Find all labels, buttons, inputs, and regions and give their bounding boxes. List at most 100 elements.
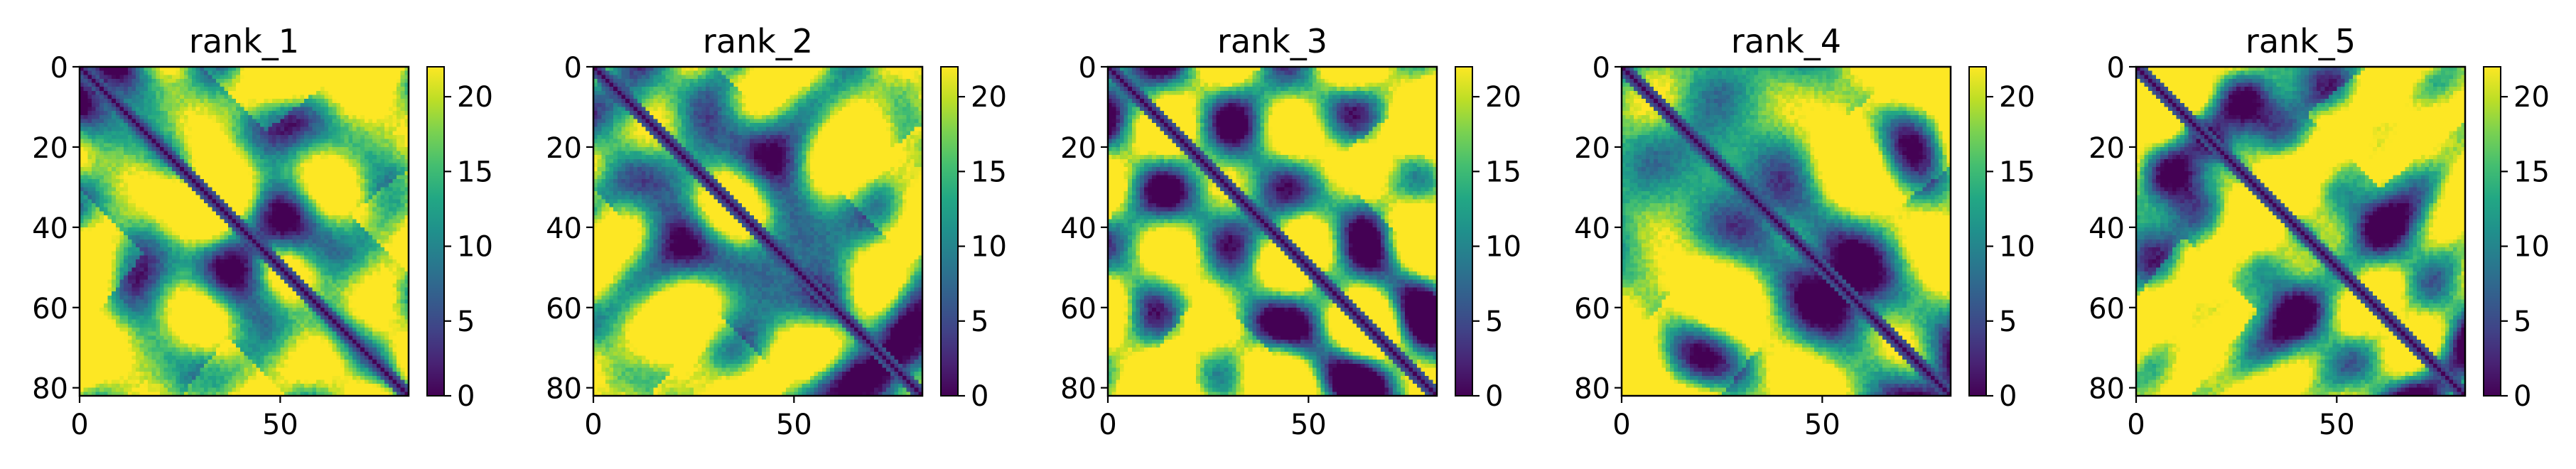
heatmap-cell bbox=[131, 215, 136, 220]
heatmap-cell bbox=[320, 207, 325, 212]
heatmap-cell bbox=[272, 255, 277, 260]
heatmap-cell bbox=[268, 95, 273, 99]
heatmap-cell bbox=[328, 75, 333, 80]
heatmap-cell bbox=[87, 126, 92, 131]
heatmap-cell bbox=[215, 295, 221, 301]
heatmap-cell bbox=[115, 99, 121, 104]
heatmap-cell bbox=[328, 151, 333, 156]
heatmap-cell bbox=[244, 203, 249, 208]
heatmap-cell bbox=[171, 139, 177, 144]
heatmap-cell bbox=[236, 70, 241, 75]
heatmap-cell bbox=[87, 167, 92, 172]
heatmap-cell bbox=[280, 171, 285, 176]
heatmap-cell bbox=[252, 283, 257, 289]
heatmap-cell bbox=[112, 131, 117, 136]
heatmap-cell bbox=[320, 175, 325, 180]
heatmap-cell bbox=[356, 239, 361, 244]
heatmap-cell bbox=[300, 211, 305, 216]
heatmap-cell bbox=[312, 175, 317, 180]
heatmap-cell bbox=[308, 279, 313, 284]
heatmap-cell bbox=[332, 251, 337, 256]
heatmap-cell bbox=[95, 151, 100, 156]
heatmap-cell bbox=[392, 243, 397, 248]
heatmap-cell bbox=[368, 283, 373, 289]
heatmap-cell bbox=[239, 95, 245, 99]
heatmap-cell bbox=[188, 78, 193, 84]
heatmap-cell bbox=[95, 255, 100, 260]
heatmap-cell bbox=[288, 203, 293, 208]
heatmap-cell bbox=[388, 295, 394, 301]
heatmap-cell bbox=[276, 283, 281, 289]
heatmap-cell bbox=[280, 78, 285, 84]
heatmap-cell bbox=[204, 119, 209, 124]
heatmap-cell bbox=[252, 171, 257, 176]
heatmap-cell bbox=[227, 70, 233, 75]
heatmap-cell bbox=[239, 75, 245, 80]
heatmap-cell bbox=[268, 78, 273, 84]
heatmap-cell bbox=[268, 295, 273, 301]
heatmap-cell bbox=[144, 247, 149, 252]
heatmap-cell bbox=[392, 227, 397, 232]
heatmap-cell bbox=[171, 279, 177, 284]
heatmap-cell bbox=[404, 82, 409, 87]
heatmap-cell bbox=[368, 107, 373, 112]
heatmap-cell bbox=[156, 87, 161, 92]
heatmap-cell bbox=[139, 215, 144, 220]
heatmap-cell bbox=[171, 171, 177, 176]
heatmap-cell bbox=[99, 99, 104, 104]
heatmap-cell bbox=[272, 171, 277, 176]
heatmap-cell bbox=[284, 123, 289, 128]
heatmap-cell bbox=[296, 90, 301, 96]
heatmap-cell bbox=[392, 271, 397, 276]
heatmap-cell bbox=[220, 287, 225, 292]
heatmap-cell bbox=[215, 263, 221, 268]
heatmap-cell bbox=[183, 143, 189, 148]
heatmap-cell bbox=[256, 187, 261, 192]
heatmap-cell bbox=[344, 279, 349, 284]
heatmap-cell bbox=[151, 227, 156, 232]
heatmap-cell bbox=[80, 143, 85, 148]
heatmap-cell bbox=[380, 134, 385, 140]
heatmap-cell bbox=[376, 171, 382, 176]
heatmap-cell bbox=[151, 171, 156, 176]
heatmap-cell bbox=[119, 307, 124, 313]
heatmap-cell bbox=[288, 239, 293, 244]
heatmap-cell bbox=[336, 167, 341, 172]
heatmap-cell bbox=[163, 247, 168, 252]
heatmap-cell bbox=[260, 99, 265, 104]
heatmap-cell bbox=[400, 303, 405, 308]
heatmap-cell bbox=[284, 111, 289, 116]
heatmap-cell bbox=[80, 78, 85, 84]
heatmap-cell bbox=[91, 179, 97, 184]
heatmap-cell bbox=[180, 70, 185, 75]
heatmap-cell bbox=[208, 126, 212, 131]
heatmap-cell bbox=[368, 223, 373, 228]
heatmap-cell bbox=[332, 211, 337, 216]
heatmap-cell bbox=[288, 131, 293, 136]
heatmap-cell bbox=[340, 291, 345, 296]
heatmap-cell bbox=[388, 255, 394, 260]
heatmap-cell bbox=[127, 90, 133, 96]
heatmap-cell bbox=[400, 143, 405, 148]
heatmap-cell bbox=[360, 155, 365, 160]
heatmap-cell bbox=[151, 279, 156, 284]
heatmap-cell bbox=[304, 211, 309, 216]
heatmap-cell bbox=[244, 75, 249, 80]
heatmap-cell bbox=[336, 163, 341, 168]
heatmap-cell bbox=[308, 70, 313, 75]
heatmap-cell bbox=[131, 87, 136, 92]
heatmap-cell bbox=[220, 87, 225, 92]
heatmap-cell bbox=[296, 303, 301, 308]
heatmap-cell bbox=[276, 267, 281, 272]
heatmap-cell bbox=[227, 279, 233, 284]
heatmap-cell bbox=[131, 255, 136, 260]
heatmap-cell bbox=[376, 275, 382, 280]
heatmap-cell bbox=[95, 207, 100, 212]
heatmap-cell bbox=[192, 87, 197, 92]
heatmap-cell bbox=[352, 255, 357, 260]
heatmap-cell bbox=[264, 255, 269, 260]
heatmap-cell bbox=[260, 211, 265, 216]
heatmap-cell bbox=[95, 119, 100, 124]
heatmap-cell bbox=[268, 207, 273, 212]
heatmap-cell bbox=[332, 199, 337, 204]
